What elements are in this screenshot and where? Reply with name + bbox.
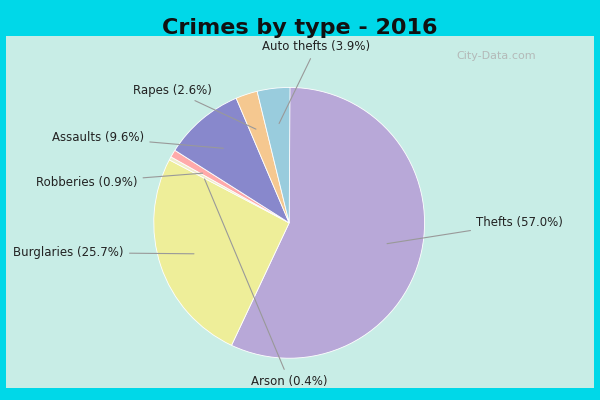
Text: Thefts (57.0%): Thefts (57.0%) (387, 216, 563, 244)
Text: Burglaries (25.7%): Burglaries (25.7%) (13, 246, 194, 259)
Wedge shape (257, 88, 290, 223)
Text: Robberies (0.9%): Robberies (0.9%) (36, 173, 203, 189)
Text: Arson (0.4%): Arson (0.4%) (205, 179, 328, 388)
Wedge shape (171, 150, 289, 223)
Wedge shape (236, 91, 289, 223)
Wedge shape (175, 98, 289, 223)
Text: Auto thefts (3.9%): Auto thefts (3.9%) (262, 40, 370, 124)
Wedge shape (154, 160, 289, 345)
Wedge shape (169, 157, 289, 223)
Text: Rapes (2.6%): Rapes (2.6%) (133, 84, 256, 129)
Text: Assaults (9.6%): Assaults (9.6%) (52, 131, 223, 148)
Text: Crimes by type - 2016: Crimes by type - 2016 (162, 18, 438, 38)
Wedge shape (232, 88, 425, 358)
Text: City-Data.com: City-Data.com (456, 51, 536, 61)
